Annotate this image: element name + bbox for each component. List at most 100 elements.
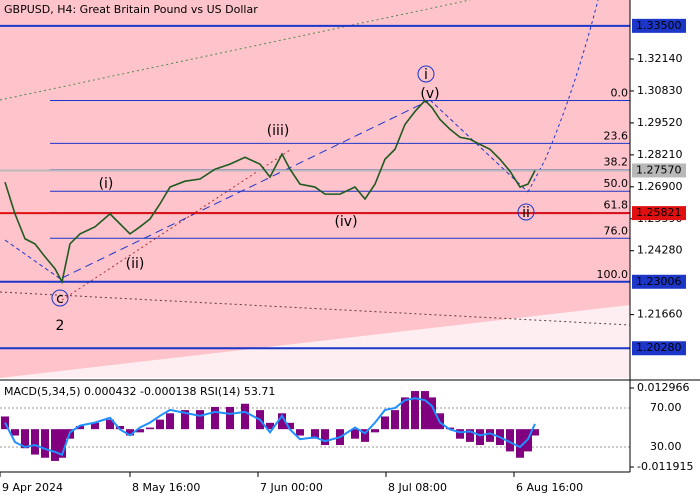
macd-bar bbox=[196, 410, 204, 430]
wave-line bbox=[61, 99, 431, 279]
macd-bar bbox=[31, 429, 39, 455]
wave-label: (iv) bbox=[334, 214, 357, 230]
macd-bar bbox=[391, 410, 399, 430]
macd-bar bbox=[116, 425, 124, 430]
y2-tick-label: 70.00 bbox=[650, 401, 682, 414]
macd-bar bbox=[136, 429, 144, 433]
x-tick-label: 7 Jun 00:00 bbox=[260, 481, 323, 494]
level-box bbox=[632, 163, 686, 178]
wave-label: (iii) bbox=[267, 123, 290, 139]
macd-bar bbox=[226, 406, 234, 430]
macd-bar bbox=[421, 391, 429, 430]
main-layer: 0.0 23.6 38.2 50.0 61.8 76.0 100.0 (i) (ii) (iii)… bbox=[0, 24, 630, 461]
macd-bar bbox=[286, 422, 294, 430]
x-tick-label: 9 Apr 2024 bbox=[2, 481, 63, 494]
y-tick-label: 1.32140 bbox=[637, 52, 683, 65]
macd-bar bbox=[156, 419, 164, 430]
macd-bar bbox=[126, 429, 134, 436]
level-box bbox=[632, 274, 686, 289]
panel-wedge bbox=[0, 305, 630, 378]
macd-bar bbox=[381, 416, 389, 430]
macd-bar bbox=[41, 429, 49, 458]
macd-bar bbox=[106, 419, 114, 430]
macd-bar bbox=[91, 422, 99, 430]
fib-label: 76.0 bbox=[604, 224, 629, 237]
rsi-line bbox=[4, 397, 536, 457]
fib-label: 50.0 bbox=[604, 177, 629, 190]
x-tick-label: 8 Jul 08:00 bbox=[388, 481, 447, 494]
wave-label: (v) bbox=[420, 86, 439, 102]
y-tick-label: -0.011915 bbox=[637, 460, 693, 473]
level-label: 1.25821 bbox=[636, 206, 682, 219]
y-tick-label: 1.26900 bbox=[637, 180, 683, 193]
y2-tick-label: 30.00 bbox=[650, 440, 682, 453]
macd-bar bbox=[296, 429, 304, 436]
x-tick-label: 8 May 16:00 bbox=[132, 481, 200, 494]
main-panel bbox=[0, 0, 630, 378]
wave-circle bbox=[417, 65, 435, 83]
macd-bar bbox=[351, 429, 359, 439]
macd-bar bbox=[361, 429, 369, 442]
fib-label: 38.2 bbox=[604, 156, 629, 169]
level-box bbox=[632, 18, 686, 33]
y-tick-label: 0.012966 bbox=[637, 381, 690, 394]
level-label: 1.23006 bbox=[636, 275, 682, 288]
level-box bbox=[632, 206, 686, 221]
macd-bar bbox=[311, 429, 319, 439]
wave-line bbox=[429, 99, 529, 193]
macd-bar bbox=[181, 410, 189, 430]
macd-bar bbox=[58, 429, 66, 458]
macd-bar bbox=[411, 391, 419, 430]
price-line bbox=[4, 99, 536, 285]
macd-bar bbox=[266, 422, 274, 430]
macd-bar bbox=[401, 397, 409, 430]
macd-bar bbox=[241, 403, 249, 430]
macd-bar bbox=[456, 429, 464, 439]
macd-bar bbox=[211, 406, 219, 430]
macd-bar bbox=[531, 429, 539, 436]
channel-line bbox=[0, 0, 471, 101]
macd-bar bbox=[486, 429, 494, 442]
level-label: 1.20280 bbox=[636, 341, 682, 354]
y-tick-label: 1.24280 bbox=[637, 244, 683, 257]
macd-bar bbox=[166, 413, 174, 430]
macd-bar bbox=[516, 429, 524, 458]
y-tick-label: 1.28210 bbox=[637, 148, 683, 161]
wave-label: (ii) bbox=[126, 256, 145, 272]
macd-bar bbox=[278, 413, 286, 430]
macd-bar bbox=[476, 429, 484, 446]
level-label: 1.27570 bbox=[636, 163, 682, 176]
y-tick-label: 1.21660 bbox=[637, 308, 683, 321]
wave-label: ii bbox=[522, 205, 530, 221]
fib-label: 23.6 bbox=[604, 129, 629, 142]
wave-label: 2 bbox=[56, 318, 65, 334]
forecast-line bbox=[527, 0, 599, 193]
wave-line bbox=[4, 239, 63, 281]
chart-title: GBPUSD, H4: Great Britain Pound vs US Do… bbox=[4, 3, 258, 16]
wave-label: c bbox=[56, 291, 64, 307]
y-tick-label: 1.29520 bbox=[637, 116, 683, 129]
macd-bar bbox=[21, 429, 29, 449]
indicator-title: MACD(5,34,5) 0.000432 -0.000138 RSI(14) … bbox=[4, 385, 275, 398]
fib-label: 0.0 bbox=[611, 86, 629, 99]
level-label: 1.33500 bbox=[636, 19, 682, 32]
fib-label: 100.0 bbox=[597, 268, 629, 281]
macd-bar bbox=[51, 429, 59, 461]
fib-label: 61.8 bbox=[604, 199, 629, 212]
wave-label: i bbox=[424, 67, 428, 83]
macd-bar bbox=[76, 425, 84, 430]
macd-bar bbox=[506, 429, 514, 452]
macd-bar bbox=[466, 429, 474, 442]
level-box bbox=[632, 341, 686, 356]
wave-circle bbox=[51, 289, 69, 307]
channel-line bbox=[0, 291, 631, 326]
x-tick-label: 6 Aug 16:00 bbox=[516, 481, 583, 494]
macd-bar bbox=[321, 429, 329, 446]
macd-bar bbox=[146, 427, 154, 430]
macd-bar bbox=[428, 397, 436, 430]
macd-bar bbox=[371, 429, 379, 433]
channel-line bbox=[61, 149, 291, 301]
y-tick-label: 1.30830 bbox=[637, 84, 683, 97]
